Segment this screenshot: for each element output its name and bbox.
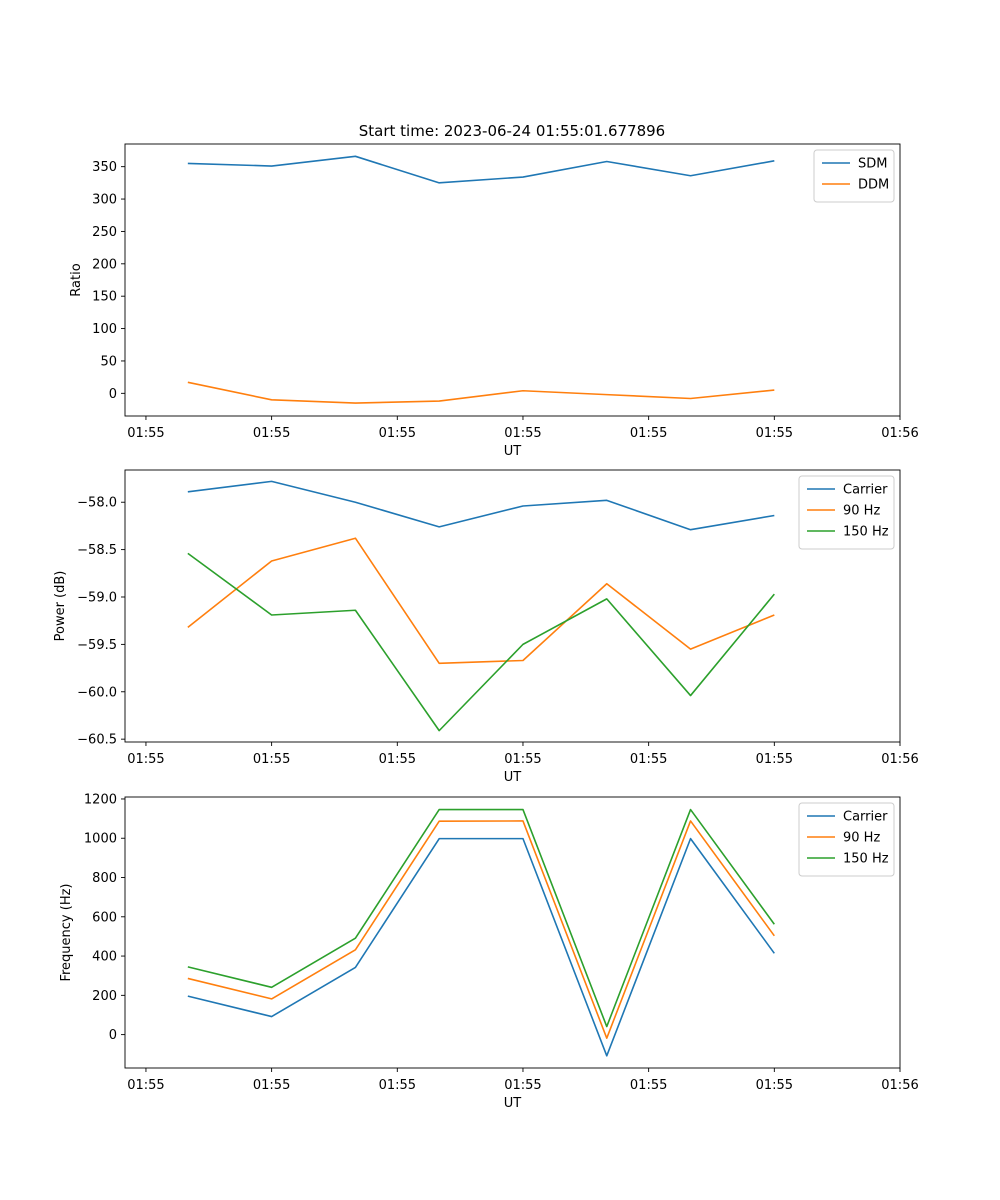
x-tick-label: 01:55 — [630, 752, 667, 767]
y-tick-label: −60.0 — [77, 685, 117, 700]
x-tick-label: 01:55 — [379, 752, 416, 767]
legend-entry: 150 Hz — [843, 852, 889, 867]
y-axis-label: Power (dB) — [53, 571, 68, 642]
x-tick-label: 01:55 — [253, 426, 290, 441]
x-tick-label: 01:55 — [379, 426, 416, 441]
x-tick-label: 01:55 — [127, 1078, 164, 1093]
x-tick-label: 01:56 — [881, 752, 918, 767]
y-tick-label: 1000 — [84, 832, 117, 847]
x-tick-label: 01:55 — [379, 1078, 416, 1093]
y-tick-label: 1200 — [84, 792, 117, 807]
axes-frame — [124, 469, 901, 743]
x-tick-label: 01:55 — [253, 1078, 290, 1093]
x-axis-label: UT — [504, 444, 522, 459]
series-line-150-hz — [187, 552, 775, 732]
legend: SDM DDM — [813, 149, 895, 203]
y-tick-label: −59.5 — [77, 638, 117, 653]
series-line-carrier — [187, 837, 775, 1057]
y-tick-label: 200 — [92, 257, 117, 272]
series-line-90-hz — [187, 820, 775, 1039]
y-tick-label: −60.5 — [77, 733, 117, 748]
y-tick-label: 600 — [92, 910, 117, 925]
y-tick-label: 50 — [100, 354, 117, 369]
legend: Carrier 90 Hz 150 Hz — [798, 475, 895, 550]
chart-panel-1: 01:55 01:55 01:55 01:55 01:55 01:55 01:56 0 50 10… — [69, 143, 919, 459]
x-tick-label: 01:55 — [253, 752, 290, 767]
x-tick-label: 01:56 — [881, 426, 918, 441]
y-tick-label: 150 — [92, 290, 117, 305]
y-axis-label: Frequency (Hz) — [59, 883, 74, 981]
legend-entry: 90 Hz — [843, 504, 880, 519]
axes-frame — [124, 143, 901, 417]
x-tick-label: 01:55 — [756, 1078, 793, 1093]
legend-entry: 150 Hz — [843, 525, 889, 540]
y-tick-label: 0 — [109, 1028, 117, 1043]
y-tick-label: 0 — [109, 387, 117, 402]
y-tick-label: 300 — [92, 193, 117, 208]
series-line-90-hz — [187, 537, 775, 665]
chart-panel-2: 01:55 01:55 01:55 01:55 01:55 01:55 01:56 −60.5… — [53, 469, 919, 785]
legend-entry: 90 Hz — [843, 831, 880, 846]
y-tick-label: 800 — [92, 871, 117, 886]
y-tick-label: 200 — [92, 989, 117, 1004]
x-tick-label: 01:55 — [630, 426, 667, 441]
figure-title: Start time: 2023-06-24 01:55:01.677896 — [359, 122, 665, 140]
x-tick-label: 01:55 — [127, 426, 164, 441]
series-line-150-hz — [187, 808, 775, 1028]
y-tick-label: −59.0 — [77, 590, 117, 605]
legend-entry: Carrier — [843, 483, 888, 498]
y-tick-label: 100 — [92, 322, 117, 337]
y-tick-label: 400 — [92, 950, 117, 965]
legend: Carrier 90 Hz 150 Hz — [798, 802, 895, 877]
x-axis-label: UT — [504, 770, 522, 785]
x-tick-label: 01:55 — [504, 752, 541, 767]
series-line-ddm — [187, 381, 775, 404]
x-axis-label: UT — [504, 1096, 522, 1111]
y-axis-label: Ratio — [69, 263, 84, 296]
legend-entry: Carrier — [843, 810, 888, 825]
y-tick-label: 350 — [92, 160, 117, 175]
axes-frame — [124, 796, 901, 1069]
y-tick-label: −58.5 — [77, 543, 117, 558]
x-tick-label: 01:55 — [127, 752, 164, 767]
y-tick-label: 250 — [92, 225, 117, 240]
y-tick-label: −58.0 — [77, 496, 117, 511]
x-tick-label: 01:55 — [504, 1078, 541, 1093]
x-tick-label: 01:55 — [504, 426, 541, 441]
x-tick-label: 01:56 — [881, 1078, 918, 1093]
x-tick-label: 01:55 — [630, 1078, 667, 1093]
legend-entry: SDM — [858, 157, 887, 172]
legend-entry: DDM — [858, 178, 889, 193]
x-tick-label: 01:55 — [756, 426, 793, 441]
series-line-sdm — [187, 155, 775, 184]
chart-panel-3: 01:55 01:55 01:55 01:55 01:55 01:55 01:56 0 200 4… — [59, 792, 919, 1111]
series-line-carrier — [187, 480, 775, 531]
x-tick-label: 01:55 — [756, 752, 793, 767]
